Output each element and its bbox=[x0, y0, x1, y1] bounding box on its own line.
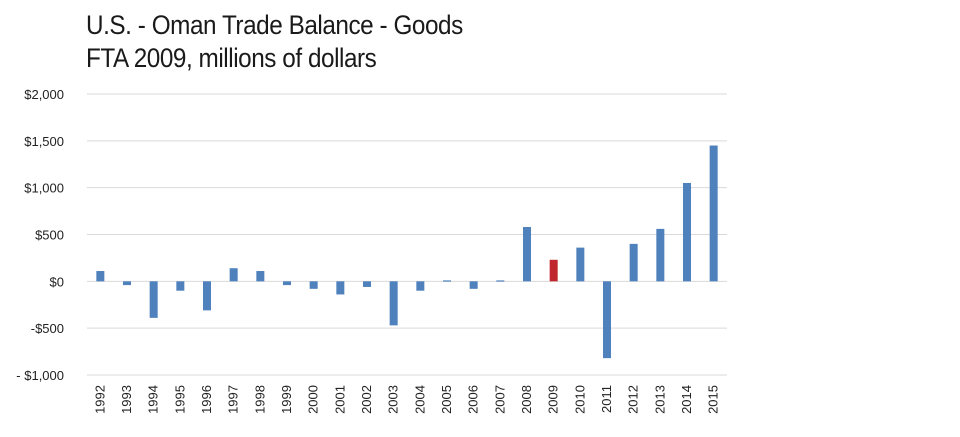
x-tick-label-1998: 1998 bbox=[252, 385, 267, 414]
bar-2009 bbox=[549, 259, 558, 282]
bar-2012 bbox=[629, 243, 638, 282]
y-tick-label: $2,000 bbox=[24, 87, 64, 102]
x-tick-label-2013: 2013 bbox=[652, 385, 667, 414]
x-tick-label-2001: 2001 bbox=[332, 385, 347, 414]
bar-1997 bbox=[229, 268, 238, 282]
y-tick-label: $1,500 bbox=[24, 134, 64, 149]
bar-2007 bbox=[496, 280, 505, 282]
x-tick-label-2009: 2009 bbox=[546, 385, 561, 414]
bar-2014 bbox=[683, 182, 691, 282]
y-tick-label: $500 bbox=[35, 228, 64, 243]
bar-2006 bbox=[469, 281, 478, 289]
x-tick-label-1994: 1994 bbox=[146, 385, 161, 414]
bar-2005 bbox=[443, 280, 451, 282]
bar-1995 bbox=[176, 281, 185, 291]
bar-2002 bbox=[363, 281, 371, 287]
y-axis-ticks: $2,000 $1,500 $1,000 $500 $0 -$500 - $1,000 bbox=[16, 87, 64, 383]
x-tick-label-1999: 1999 bbox=[279, 385, 294, 414]
x-tick-label-2010: 2010 bbox=[572, 385, 587, 414]
bars bbox=[96, 145, 718, 359]
y-tick-label: $0 bbox=[50, 274, 64, 289]
x-tick-label-2005: 2005 bbox=[439, 385, 454, 414]
bar-2004 bbox=[416, 281, 425, 291]
chart-title: U.S. - Oman Trade Balance - Goods bbox=[86, 10, 463, 40]
x-tick-label-2014: 2014 bbox=[679, 385, 694, 414]
bar-2011 bbox=[603, 281, 611, 359]
x-axis-ticks: 1992 1993 1994 1995 1996 1997 1998 1999 2000 2001… bbox=[92, 385, 720, 414]
bar-2000 bbox=[309, 281, 318, 289]
bar-1996 bbox=[203, 281, 211, 311]
bar-1994 bbox=[149, 281, 158, 318]
x-tick-label-2015: 2015 bbox=[706, 385, 721, 414]
bar-2015 bbox=[709, 145, 718, 282]
x-tick-label-1993: 1993 bbox=[119, 385, 134, 414]
x-tick-label-2007: 2007 bbox=[492, 385, 507, 414]
bar-1992 bbox=[96, 271, 105, 282]
x-tick-label-2003: 2003 bbox=[386, 385, 401, 414]
x-tick-label-2012: 2012 bbox=[626, 385, 641, 414]
bar-2003 bbox=[389, 281, 398, 326]
bar-1999 bbox=[283, 281, 291, 286]
x-tick-label-2004: 2004 bbox=[412, 385, 427, 414]
x-tick-label-1996: 1996 bbox=[199, 385, 214, 414]
bar-1993 bbox=[123, 281, 131, 286]
x-tick-label-2006: 2006 bbox=[466, 385, 481, 414]
y-tick-label: $1,000 bbox=[24, 181, 64, 196]
y-tick-label: -$500 bbox=[31, 321, 64, 336]
x-tick-label-1995: 1995 bbox=[172, 385, 187, 414]
bar-2001 bbox=[336, 281, 345, 295]
y-tick-label: - $1,000 bbox=[16, 368, 64, 383]
x-tick-label-1992: 1992 bbox=[92, 385, 107, 414]
gridlines bbox=[87, 93, 727, 376]
x-tick-label-2000: 2000 bbox=[306, 385, 321, 414]
bar-2010 bbox=[576, 247, 585, 282]
x-tick-label-1997: 1997 bbox=[226, 385, 241, 414]
bar-2008 bbox=[523, 227, 531, 282]
bar-2013 bbox=[656, 228, 665, 282]
x-tick-label-2002: 2002 bbox=[359, 385, 374, 414]
x-tick-label-2011: 2011 bbox=[599, 385, 614, 413]
x-tick-label-2008: 2008 bbox=[519, 385, 534, 414]
bar-1998 bbox=[256, 271, 265, 282]
chart-subtitle: FTA 2009, millions of dollars bbox=[86, 43, 377, 73]
